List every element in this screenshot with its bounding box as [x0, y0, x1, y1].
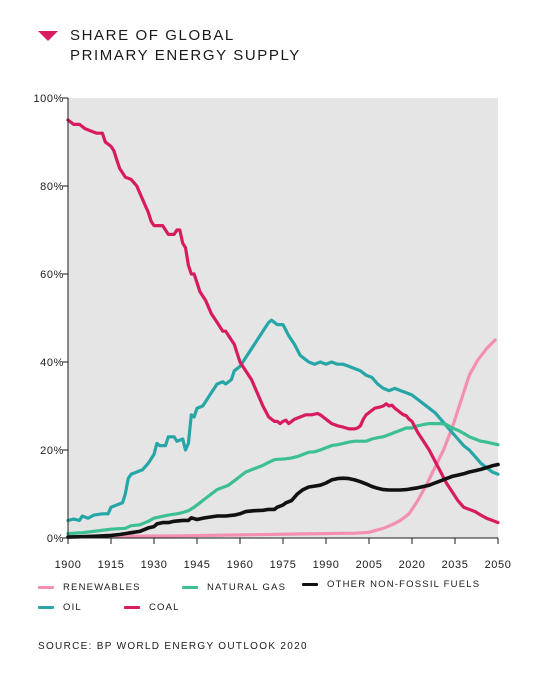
x-tick-label: 2035 — [442, 559, 469, 571]
x-tick-label: 1915 — [98, 559, 125, 571]
legend-item-coal: COAL — [124, 602, 180, 613]
x-tick-label: 1960 — [227, 559, 254, 571]
chart-title-line-2: PRIMARY ENERGY SUPPLY — [70, 47, 301, 64]
legend-swatch-other-non-fossil — [302, 583, 318, 586]
legend-label-coal: COAL — [149, 602, 180, 613]
y-tick-label: 40% — [40, 357, 64, 369]
legend-swatch-oil — [38, 606, 54, 609]
legend-swatch-coal — [124, 606, 140, 609]
x-tick-label: 1930 — [141, 559, 168, 571]
chart-title-line-1: SHARE OF GLOBAL — [70, 27, 235, 44]
series-line-other-non-fossil-fuels — [66, 462, 500, 539]
series-line-oil — [66, 318, 500, 522]
y-tick-label: 0% — [47, 533, 64, 545]
legend-item-oil: OIL — [38, 602, 82, 613]
series-line-coal — [66, 118, 500, 525]
legend-swatch-natural-gas — [182, 586, 198, 589]
legend-label-oil: OIL — [63, 602, 82, 613]
x-tick-label: 1945 — [184, 559, 211, 571]
y-tick-label: 20% — [40, 445, 64, 457]
y-tick-label: 100% — [33, 93, 64, 105]
source-note: SOURCE: BP WORLD ENERGY OUTLOOK 2020 — [38, 641, 308, 652]
x-tick-label: 2005 — [356, 559, 383, 571]
x-tick-label: 2050 — [485, 559, 512, 571]
x-tick-label: 1900 — [55, 559, 82, 571]
triangle-marker-icon — [38, 31, 58, 41]
line-chart: 0% 20% 40% 60% 80% 100% 1900 1915 1930 1945 1960 19… — [33, 93, 512, 571]
series-line-natural-gas — [66, 422, 500, 536]
legend-label-renewables: RENEWABLES — [63, 582, 141, 593]
series-line-renewables — [66, 338, 497, 539]
legend-label-natural-gas: NATURAL GAS — [207, 582, 287, 593]
chart-title: SHARE OF GLOBAL PRIMARY ENERGY SUPPLY — [70, 26, 390, 66]
legend-item-renewables: RENEWABLES — [38, 582, 141, 593]
y-tick-label: 80% — [40, 181, 64, 193]
legend-label-other-non-fossil: OTHER NON-FOSSIL FUELS — [327, 579, 481, 590]
legend-item-other-non-fossil: OTHER NON-FOSSIL FUELS — [302, 579, 480, 590]
y-tick-label: 60% — [40, 269, 64, 281]
plot-area — [68, 98, 498, 538]
legend-swatch-renewables — [38, 586, 54, 589]
legend-item-natural-gas: NATURAL GAS — [182, 582, 286, 593]
x-tick-label: 1975 — [270, 559, 297, 571]
x-tick-label: 2020 — [399, 559, 426, 571]
chart-legend: RENEWABLES NATURAL GAS OTHER NON-FOSSIL … — [38, 579, 518, 622]
x-tick-label: 1990 — [313, 559, 340, 571]
